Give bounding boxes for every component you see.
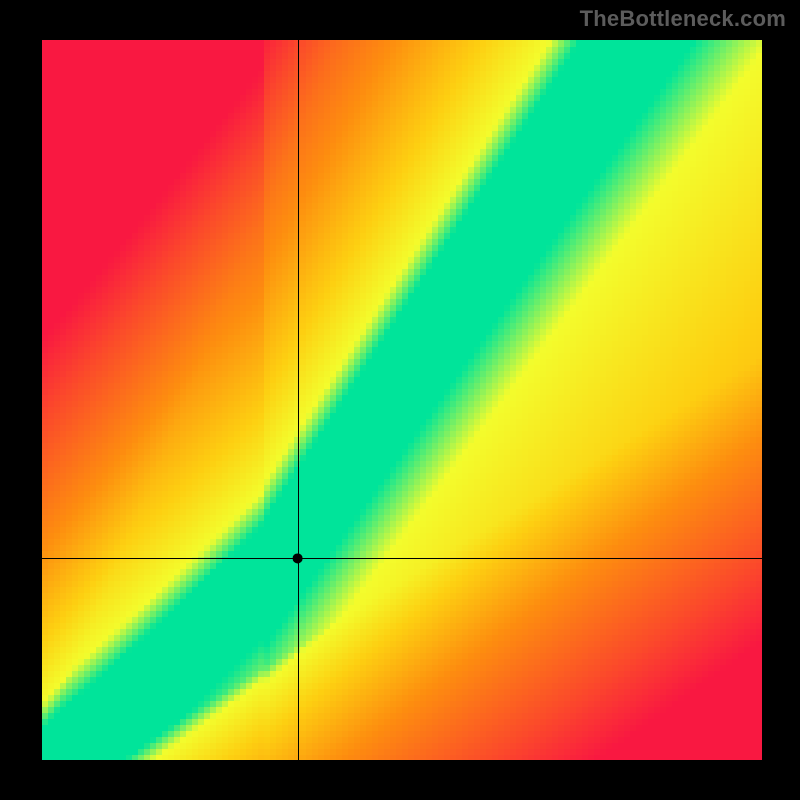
root: { "watermark": { "text": "TheBottleneck.… — [0, 0, 800, 800]
plot-area — [42, 40, 762, 760]
watermark-text: TheBottleneck.com — [580, 6, 786, 32]
heatmap-canvas — [42, 40, 762, 760]
